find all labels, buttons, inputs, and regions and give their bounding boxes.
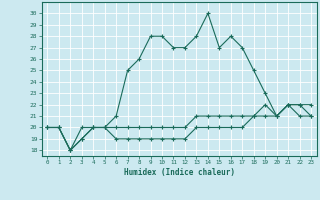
- X-axis label: Humidex (Indice chaleur): Humidex (Indice chaleur): [124, 168, 235, 177]
